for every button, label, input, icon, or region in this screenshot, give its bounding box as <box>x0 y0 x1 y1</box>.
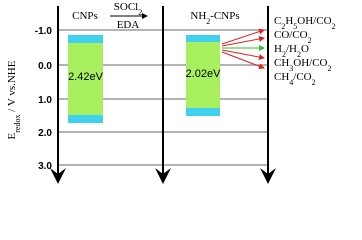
band-gap: 2.42eV <box>68 71 104 83</box>
text-part: CH <box>274 71 289 83</box>
text-part: C <box>274 15 281 27</box>
tick-label: 1.0 <box>38 95 52 106</box>
text-part: -CNPs <box>210 10 239 22</box>
text-part: 2 <box>312 78 316 87</box>
band-diagram: -1.0 0.0 1.0 2.0 3.0 Eredox / V vs.NHE CNPs 2.4… <box>6 1 336 184</box>
redox-couple: H2/H2O <box>274 43 309 59</box>
text-part: OH/CO <box>293 57 327 69</box>
text-part: 4 <box>289 78 293 87</box>
material-name: NH2-CNPs <box>190 10 239 26</box>
text-part: OH/CO <box>297 15 331 27</box>
text-part: 2 <box>282 50 286 59</box>
text-part: EDA <box>117 19 140 31</box>
text-part: E <box>6 132 18 139</box>
redox-couple: C2H5OH/CO2 <box>274 15 336 31</box>
text-part: O <box>301 43 309 55</box>
text-part: 5 <box>293 22 297 31</box>
band-cnps <box>68 35 103 123</box>
text-part: 2 <box>138 8 142 17</box>
text-part: 2 <box>332 22 336 31</box>
text-part: H <box>274 43 282 55</box>
redox-couple: CH4/CO2 <box>274 71 316 87</box>
text-part: / V vs.NHE <box>6 60 18 114</box>
text-part: redox <box>13 115 22 133</box>
axis-label: Eredox / V vs.NHE <box>6 60 22 139</box>
redox-couple: CO/CO2 <box>274 29 312 45</box>
tick-label: 3.0 <box>38 161 52 172</box>
text-part: 3 <box>289 64 293 73</box>
text-part: 2 <box>308 36 312 45</box>
text-part: /CO <box>293 71 311 83</box>
couple-arrows <box>221 28 265 70</box>
band-nh2-cnps <box>186 35 220 116</box>
band-gap: 2.02eV <box>186 68 222 80</box>
tick-label: 2.0 <box>38 128 52 139</box>
page: {"axis": {"label": [["E", "n"], ["redox"… <box>6 1 336 184</box>
text-part: CNPs <box>72 10 98 22</box>
tick-label: 0.0 <box>38 61 52 72</box>
text-part: 2 <box>206 17 210 26</box>
tick-label: -1.0 <box>35 26 53 37</box>
text-part: CH <box>274 57 289 69</box>
text-part: SOCl <box>114 1 138 13</box>
text-part: NH <box>190 10 206 22</box>
text-part: H <box>285 15 293 27</box>
reagent: SOCl2 <box>114 1 142 17</box>
text-part: 2 <box>281 22 285 31</box>
text-part: /H <box>286 43 297 55</box>
reagent: EDA <box>117 19 140 31</box>
redox-couple: CH3OH/CO2 <box>274 57 332 73</box>
material-name: CNPs <box>72 10 98 22</box>
text-part: 2 <box>297 50 301 59</box>
text-part: 2 <box>328 64 332 73</box>
text-part: CO/CO <box>274 29 308 41</box>
